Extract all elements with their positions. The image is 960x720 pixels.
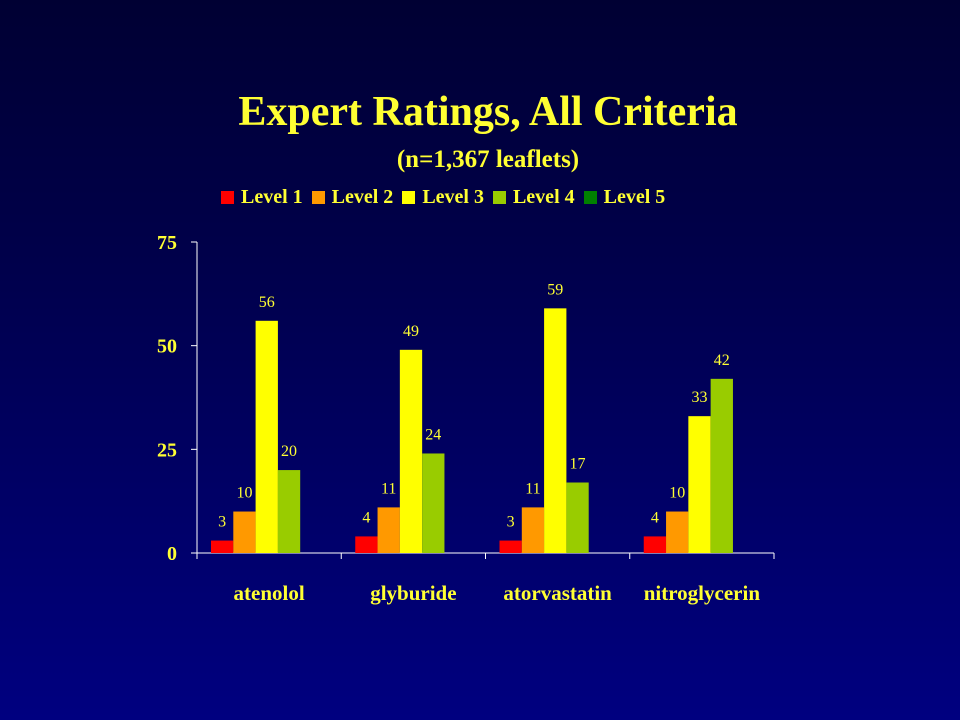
data-label: 11	[381, 480, 396, 497]
legend-item-1: Level 1	[221, 186, 303, 209]
bar-nitroglycerin-level-2	[666, 511, 689, 553]
y-tick-label: 0	[167, 543, 177, 565]
legend-item-3: Level 3	[402, 186, 484, 209]
data-label: 4	[362, 509, 370, 526]
legend-swatch	[402, 190, 416, 204]
chart-title: Expert Ratings, All Criteria	[238, 89, 738, 135]
legend-item-5: Level 5	[583, 185, 666, 209]
bar-nitroglycerin-level-1	[643, 536, 667, 553]
bar-glyburide-level-2	[377, 507, 400, 553]
data-label: 17	[570, 456, 586, 473]
legend-swatch	[221, 190, 234, 204]
legend-label: Level 5	[603, 185, 666, 208]
bar-nitroglycerin-level-4	[710, 378, 733, 553]
x-tick-label: atenolol	[234, 581, 305, 605]
y-tick-label: 75	[157, 232, 177, 254]
bar-atenolol-level-3	[255, 320, 278, 553]
data-label: 10	[236, 485, 252, 502]
legend-label: Level 1	[241, 185, 303, 208]
y-tick-label: 25	[157, 439, 177, 461]
data-label: 24	[425, 426, 441, 443]
bar-atorvastatin-level-4	[566, 482, 589, 553]
data-label: 3	[507, 514, 515, 531]
bar-glyburide-level-1	[355, 536, 378, 553]
legend-swatch	[311, 190, 325, 204]
x-tick-label: nitroglycerin	[644, 581, 761, 605]
legend-swatch	[492, 190, 506, 204]
legend-swatch	[583, 190, 597, 204]
bar-atorvastatin-level-3	[544, 308, 567, 553]
data-label: 42	[714, 352, 730, 369]
bar-atorvastatin-level-1	[499, 540, 522, 553]
data-label: 33	[692, 389, 708, 406]
data-label: 59	[547, 281, 563, 298]
x-tick-label: atorvastatin	[503, 581, 612, 605]
legend-label: Level 3	[422, 185, 484, 208]
data-label: 4	[651, 509, 659, 526]
bar-glyburide-level-3	[399, 349, 423, 553]
bar-glyburide-level-4	[422, 453, 445, 553]
data-label: 56	[259, 294, 275, 311]
legend-item-4: Level 4	[492, 185, 575, 209]
bar-atenolol-level-4	[277, 470, 301, 553]
legend-item-2: Level 2	[311, 185, 394, 209]
data-label: 49	[403, 323, 419, 340]
data-label: 10	[669, 485, 685, 502]
bar-nitroglycerin-level-3	[688, 416, 711, 553]
legend-label: Level 2	[331, 185, 394, 208]
y-tick-label: 50	[157, 336, 177, 358]
data-label: 3	[218, 514, 226, 531]
chart-subtitle: (n=1,367 leaflets)	[396, 146, 580, 173]
bar-atenolol-level-2	[233, 511, 256, 553]
bar-atenolol-level-1	[211, 540, 234, 553]
data-label: 11	[525, 480, 540, 497]
legend: Level 1 Level 2 Level 3 Level 4 Level 5	[221, 186, 674, 208]
x-tick-label: glyburide	[370, 581, 456, 605]
bar-atorvastatin-level-2	[521, 507, 545, 553]
data-label: 20	[281, 443, 297, 460]
legend-label: Level 4	[512, 185, 575, 208]
